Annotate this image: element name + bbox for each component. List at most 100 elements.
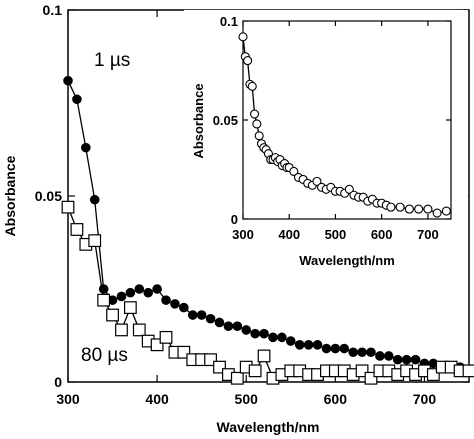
inset-open-circle-point bbox=[252, 119, 262, 129]
main-filled-circle-point bbox=[321, 343, 332, 354]
main-x-tick-label: 400 bbox=[145, 391, 169, 407]
inset-chart: 300 400 500 600 700 0 0.05 0.1 Wavelength/nm Ab… bbox=[184, 10, 468, 272]
main-filled-circle-point bbox=[330, 343, 341, 354]
main-x-axis-title: Wavelength/nm bbox=[217, 419, 320, 435]
inset-open-circle-point bbox=[432, 208, 442, 218]
main-filled-circle-point bbox=[384, 351, 394, 361]
main-filled-circle-point bbox=[285, 336, 296, 346]
main-open-square-point bbox=[248, 364, 262, 378]
main-open-square-point bbox=[97, 293, 111, 307]
inset-y-axis-title: Absorbance bbox=[191, 83, 206, 158]
annotation-1us: 1 µs bbox=[94, 50, 130, 71]
main-filled-circle-point bbox=[410, 354, 421, 365]
main-filled-circle-point bbox=[348, 347, 358, 358]
main-open-square-point bbox=[115, 323, 128, 337]
inset-open-circle-point bbox=[386, 202, 396, 212]
inset-open-circle-point bbox=[250, 109, 260, 119]
main-filled-circle-point bbox=[294, 340, 305, 350]
main-filled-circle-point bbox=[401, 354, 412, 365]
inset-y-tick-label: 0.05 bbox=[213, 113, 238, 128]
main-filled-circle-point bbox=[241, 325, 252, 335]
main-filled-circle-point bbox=[268, 332, 278, 343]
main-open-square-point bbox=[177, 345, 191, 359]
inset-open-circle-point bbox=[312, 176, 322, 186]
main-open-square-point bbox=[355, 364, 369, 378]
inset-open-circle-point bbox=[247, 81, 257, 91]
main-x-tick-label: 700 bbox=[413, 391, 437, 407]
main-open-square-point bbox=[132, 323, 146, 337]
inset-x-tick-label: 700 bbox=[417, 227, 439, 242]
inset-series-markers bbox=[238, 32, 451, 218]
main-open-square-point bbox=[70, 223, 84, 236]
main-filled-circle-point bbox=[232, 321, 243, 332]
main-open-square-point bbox=[123, 301, 137, 314]
main-filled-circle-point bbox=[392, 354, 403, 365]
main-filled-circle-point bbox=[196, 310, 207, 320]
inset-x-tick-label: 600 bbox=[371, 227, 393, 242]
inset-open-circle-point bbox=[441, 206, 451, 216]
main-open-square-point bbox=[106, 308, 119, 322]
annotation-80us: 80 µs bbox=[81, 345, 128, 366]
inset-open-circle-point bbox=[423, 204, 433, 214]
main-series-markers bbox=[61, 75, 474, 385]
inset-open-circle-point bbox=[414, 204, 424, 214]
main-filled-circle-point bbox=[116, 291, 127, 302]
main-filled-circle-point bbox=[170, 299, 180, 309]
main-filled-circle-point bbox=[72, 94, 82, 105]
inset-tick-marks bbox=[242, 20, 451, 220]
inset-x-tick-label: 300 bbox=[232, 227, 254, 242]
inset-x-tick-label: 500 bbox=[325, 227, 347, 242]
main-y-tick-label: 0.05 bbox=[35, 188, 62, 204]
inset-open-circle-point bbox=[254, 131, 264, 141]
main-open-square-point bbox=[257, 349, 271, 363]
main-filled-circle-point bbox=[312, 340, 323, 350]
main-open-square-point bbox=[462, 364, 474, 378]
main-filled-circle-point bbox=[125, 287, 136, 298]
inset-open-circle-point bbox=[395, 202, 405, 212]
main-open-square-point bbox=[364, 371, 378, 385]
main-filled-circle-point bbox=[89, 194, 100, 205]
main-open-square-point bbox=[213, 360, 226, 374]
main-filled-circle-point bbox=[303, 340, 314, 350]
main-y-axis-title: Absorbance bbox=[2, 155, 18, 236]
main-open-square-point bbox=[150, 338, 164, 352]
inset-y-tick-label: 0 bbox=[231, 212, 238, 227]
main-filled-circle-point bbox=[143, 287, 153, 298]
main-x-tick-label: 300 bbox=[56, 391, 80, 407]
main-y-tick-label: 0 bbox=[54, 374, 62, 390]
inset-open-circle-point bbox=[344, 184, 354, 194]
main-open-square-point bbox=[61, 200, 75, 214]
inset-open-circle-point bbox=[238, 32, 248, 42]
main-filled-circle-point bbox=[259, 328, 269, 339]
inset-background bbox=[184, 10, 468, 272]
main-open-square-point bbox=[426, 368, 440, 381]
main-y-tick-label: 0.1 bbox=[43, 2, 63, 18]
main-x-tick-label: 600 bbox=[324, 391, 348, 407]
main-filled-circle-point bbox=[134, 284, 145, 294]
main-tick-labels: 300 400 500 600 700 0 0.05 0.1 bbox=[35, 2, 437, 407]
main-filled-circle-point bbox=[223, 321, 234, 332]
main-filled-circle-point bbox=[375, 351, 385, 361]
main-filled-circle-point bbox=[214, 317, 225, 328]
inset-tick-labels: 300 400 500 600 700 0 0.05 0.1 bbox=[213, 14, 439, 242]
main-filled-circle-point bbox=[161, 295, 171, 305]
main-filled-circle-point bbox=[205, 313, 216, 324]
main-filled-circle-point bbox=[98, 284, 109, 294]
inset-y-tick-label: 0.1 bbox=[220, 14, 238, 29]
main-filled-circle-point bbox=[179, 302, 189, 313]
main-filled-circle-point bbox=[187, 310, 198, 320]
inset-open-circle-point bbox=[404, 204, 414, 214]
inset-x-axis-title: Wavelength/nm bbox=[299, 253, 395, 268]
inset-open-circle-point bbox=[289, 166, 299, 177]
inset-x-tick-label: 400 bbox=[278, 227, 300, 242]
main-x-tick-label: 500 bbox=[235, 391, 259, 407]
main-filled-circle-point bbox=[81, 142, 91, 153]
inset-open-circle-point bbox=[243, 56, 253, 66]
main-filled-circle-point bbox=[152, 284, 162, 294]
main-filled-circle-point bbox=[250, 328, 260, 339]
main-open-square-point bbox=[204, 353, 217, 367]
main-filled-circle-point bbox=[366, 347, 376, 358]
main-open-square-point bbox=[88, 234, 102, 248]
